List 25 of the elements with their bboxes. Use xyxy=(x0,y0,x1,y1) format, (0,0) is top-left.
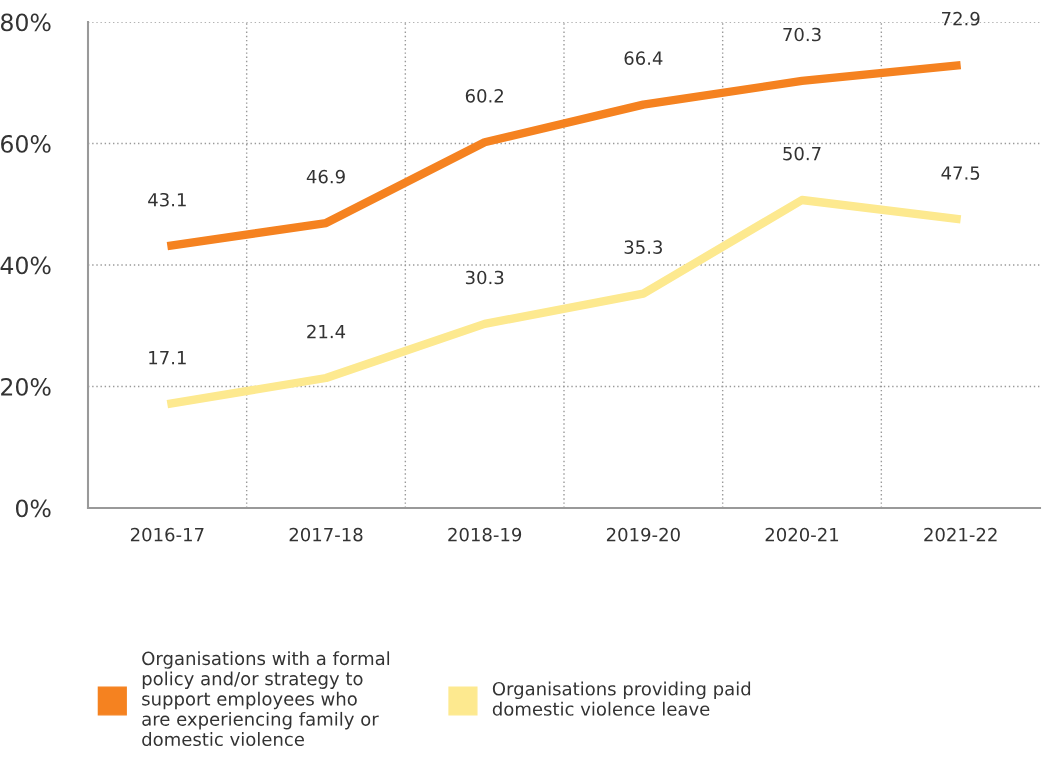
data-label: 30.3 xyxy=(465,270,504,285)
data-label: 60.2 xyxy=(465,89,503,103)
y-tick-label: 20% xyxy=(1,377,51,396)
x-tick-label: 2017-18 xyxy=(289,527,363,542)
y-tick-label: 80% xyxy=(1,13,51,32)
data-label: 17.1 xyxy=(149,351,186,365)
x-tick-label: 2016-17 xyxy=(130,527,204,542)
data-label: 66.4 xyxy=(624,51,663,66)
data-label: 72.9 xyxy=(942,11,980,26)
data-label: 50.7 xyxy=(783,146,821,161)
data-label: 35.3 xyxy=(624,240,662,254)
legend-label: Organisations providing paid domestic violence leave xyxy=(492,681,751,716)
y-tick-label: 60% xyxy=(1,134,51,153)
legend-label: Organisations with a formal policy and/or strategy to support employees who are experiencing family or domestic violence xyxy=(142,651,390,747)
data-label: 70.3 xyxy=(783,27,821,42)
y-tick-label: 0% xyxy=(15,499,51,518)
data-label: 43.1 xyxy=(148,192,186,207)
x-tick-label: 2021-22 xyxy=(924,527,997,542)
y-tick-label: 40% xyxy=(0,256,51,275)
x-tick-label: 2020-21 xyxy=(765,527,839,542)
data-label: 47.5 xyxy=(941,166,980,180)
data-label: 21.4 xyxy=(307,324,346,339)
x-tick-label: 2018-19 xyxy=(448,527,522,542)
x-tick-label: 2019-20 xyxy=(606,527,680,542)
data-label: 46.9 xyxy=(306,169,345,184)
